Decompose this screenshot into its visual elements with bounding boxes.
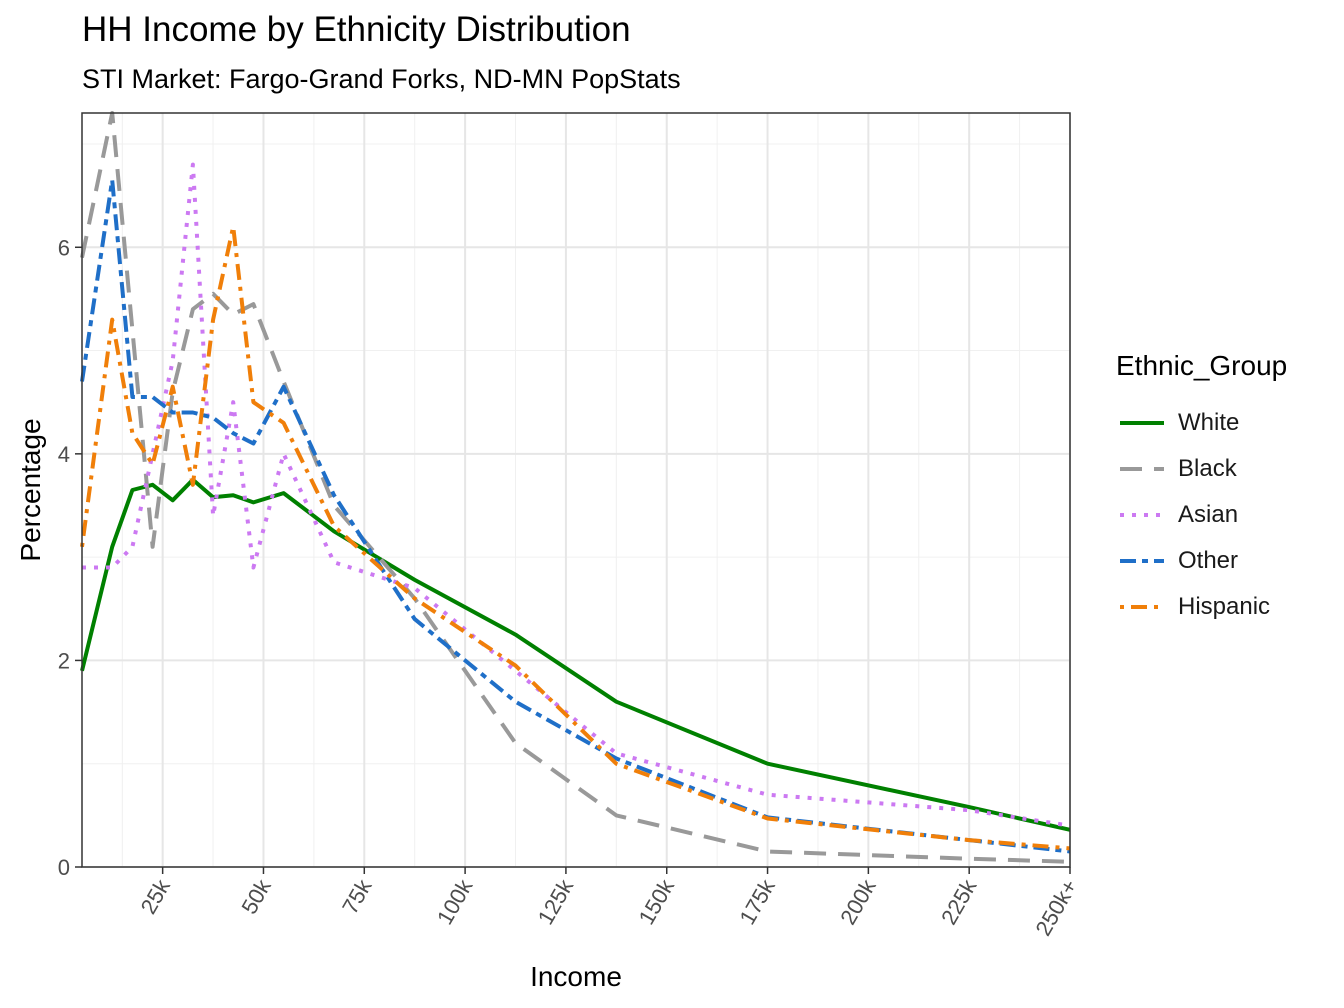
x-tick-label: 150k: [634, 874, 680, 929]
x-tick-label: 100k: [432, 874, 478, 929]
legend-key-asian: [1120, 513, 1164, 517]
x-tick-label: 200k: [835, 874, 881, 929]
y-tick-label: 6: [58, 235, 70, 260]
legend-item-black: Black: [1116, 446, 1336, 492]
grid: [82, 113, 1071, 868]
legend-item-other: Other: [1116, 538, 1336, 584]
x-tick-label: 175k: [734, 874, 780, 929]
chart-title: HH Income by Ethnicity Distribution: [82, 10, 631, 49]
x-axis-title: Income: [530, 961, 622, 992]
y-tick-label: 0: [58, 855, 70, 880]
y-tick-label: 2: [58, 648, 70, 673]
legend-label: White: [1178, 409, 1240, 436]
legend-item-hispanic: Hispanic: [1116, 584, 1336, 630]
legend-label: Asian: [1178, 501, 1239, 528]
legend-items: White Black Asian Other Hispanic: [1116, 400, 1336, 630]
y-axis-title: Percentage: [15, 418, 46, 561]
legend-label: Other: [1178, 547, 1239, 574]
legend: Ethnic_Group White Black Asian Other Hispani…: [1116, 350, 1336, 630]
x-tick-label: 250k+: [1030, 875, 1082, 940]
series-line-black: [80, 111, 1071, 864]
legend-key-other: [1120, 559, 1164, 563]
x-tick-label: 125k: [533, 874, 579, 929]
series-line-other: [80, 178, 1071, 854]
legend-key-white: [1120, 421, 1164, 425]
chart-subtitle: STI Market: Fargo-Grand Forks, ND-MN Pop…: [82, 64, 681, 94]
series-line-white: [80, 477, 1071, 832]
x-tick-label: 50k: [236, 874, 276, 918]
series-line-asian: [82, 162, 1071, 828]
series-line-hispanic: [80, 224, 1071, 851]
legend-key-hispanic: [1120, 605, 1164, 609]
x-tick-label: 225k: [936, 874, 982, 929]
x-tick-label: 75k: [337, 874, 377, 918]
legend-item-asian: Asian: [1116, 492, 1336, 538]
plot-panel-border: [81, 112, 1071, 868]
series-lines: [80, 111, 1071, 864]
legend-item-white: White: [1116, 400, 1336, 446]
legend-label: Hispanic: [1178, 593, 1271, 620]
y-tick-label: 4: [58, 442, 70, 467]
x-tick-label: 25k: [136, 874, 176, 918]
legend-label: Black: [1178, 455, 1237, 482]
legend-key-black: [1120, 467, 1164, 471]
legend-title: Ethnic_Group: [1116, 350, 1288, 381]
